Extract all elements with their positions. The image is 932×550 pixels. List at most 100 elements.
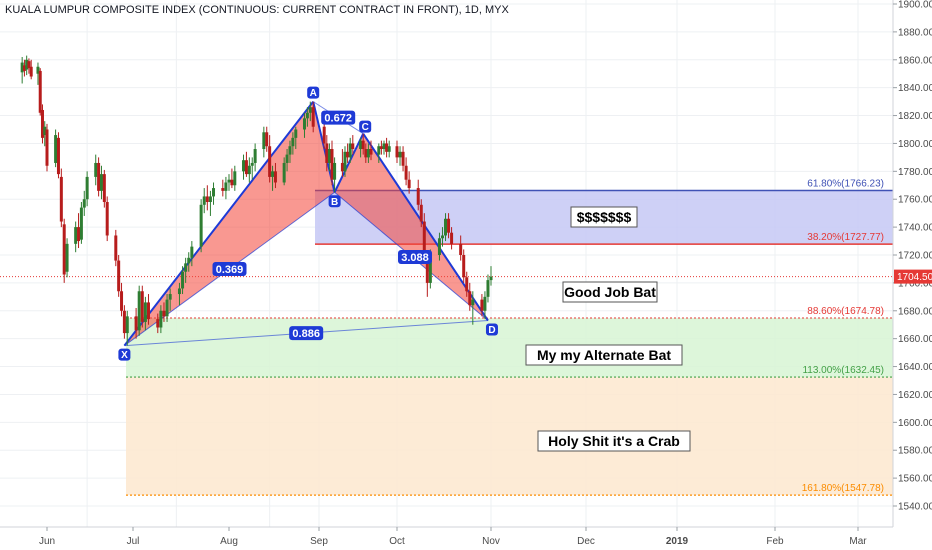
candle-body [351,143,355,150]
candle-body [181,271,185,289]
zone-2 [126,318,893,378]
candle-body [489,276,493,281]
candle-body [407,179,411,189]
candle-body [444,218,448,236]
pattern-bcd-fill [334,133,488,321]
annotation-text: $$$$$$$ [577,209,632,225]
candle-body [346,151,350,158]
candle-body [74,227,78,244]
candle-body [40,109,44,138]
candle-body [480,299,484,311]
candle-body [285,154,289,163]
candle-body [302,118,306,130]
labels: X A B C D 0.369 0.672 3.088 0.886 $$$$$$$ Good Job… [118,86,691,452]
candle-body [244,160,248,175]
y-tick-label: 1840.00 [898,83,932,94]
candle-body [401,151,405,166]
candle-body [282,162,286,183]
annotation-box-4 [537,430,691,452]
last-price-tag [894,269,932,284]
annotation-text: Holy Shit it's a Crab [548,433,680,449]
candle-body [340,162,344,172]
ratio-label: 0.672 [324,113,352,125]
candle-body [184,263,188,272]
y-tick-label: 1880.00 [898,27,932,38]
y-tick-label: 1740.00 [898,223,932,234]
candle-body [462,255,466,278]
y-tick-label: 1560.00 [898,474,932,485]
y-tick-label: 1860.00 [898,55,932,66]
candle-body [440,235,444,239]
x-tick-label: Mar [849,536,867,547]
candle-body [140,291,144,322]
x-tick-label: Oct [389,536,405,547]
point-marker-D [485,323,498,336]
candle-body [369,149,373,155]
candle-body [379,146,383,150]
candle-body [404,165,408,180]
candle-body [382,143,386,150]
candle-body [398,151,402,158]
candle-body [437,238,441,255]
candle-body [325,143,329,163]
point-label: D [488,325,495,336]
candle-body [366,149,370,158]
fib-label: 61.80%(1766.23) [807,179,884,190]
annotation-box-3 [525,344,683,366]
candle-body [291,137,295,147]
y-tick-label: 1700.00 [898,278,932,289]
fib-label: 38.20%(1727.77) [807,232,884,243]
candle-body [56,137,60,175]
y-tick-label: 1780.00 [898,167,932,178]
annotation-text: My my Alternate Bat [537,347,671,363]
candle-body [333,162,337,180]
y-tick-label: 1680.00 [898,306,932,317]
candle-body [395,146,399,158]
x-tick-label: Aug [220,536,238,547]
zone-3 [126,377,893,496]
y-axis: 1540.00 1560.00 1580.00 1600.00 1620.00 1640.… [892,0,932,527]
annotation-box-1 [570,206,638,228]
y-tick-label: 1760.00 [898,195,932,206]
candle-body [450,232,454,244]
candle-body [29,66,33,77]
candle-body [168,294,172,300]
candle-body [294,129,298,138]
candle-body [97,162,101,191]
y-tick-label: 1540.00 [898,502,932,513]
candle-body [471,299,475,306]
candle-body [159,310,163,328]
candle-body [212,188,216,197]
candle-body [459,243,463,255]
candle-body [227,179,231,183]
candle-body [94,162,98,177]
ratio-label: 3.088 [401,252,429,264]
candle-body [262,132,266,150]
candle-body [343,151,347,172]
candle-body [233,171,237,186]
candle-body [125,316,129,334]
ratio-label: 0.886 [292,328,320,340]
candle-body [330,149,334,180]
candle-body [230,179,234,186]
candle-body [468,291,472,306]
candle-body [322,126,326,144]
candle-body [79,207,83,240]
candle-body [428,255,432,283]
candle-body [288,146,292,155]
x-tick-label: Sep [310,536,328,547]
candle-body [359,140,363,150]
candle-body [27,61,31,69]
candle-body [253,149,257,163]
candles [20,55,493,346]
annotation-text: Good Job Bat [564,284,656,300]
candle-body [120,291,124,311]
candle-body [25,59,29,70]
y-tick-label: 1640.00 [898,362,932,373]
y-tick-label: 1660.00 [898,334,932,345]
candle-body [117,260,121,292]
x-tick-label: Nov [482,536,500,547]
leg-xa [123,100,314,347]
x-tick-label: Feb [766,536,784,547]
